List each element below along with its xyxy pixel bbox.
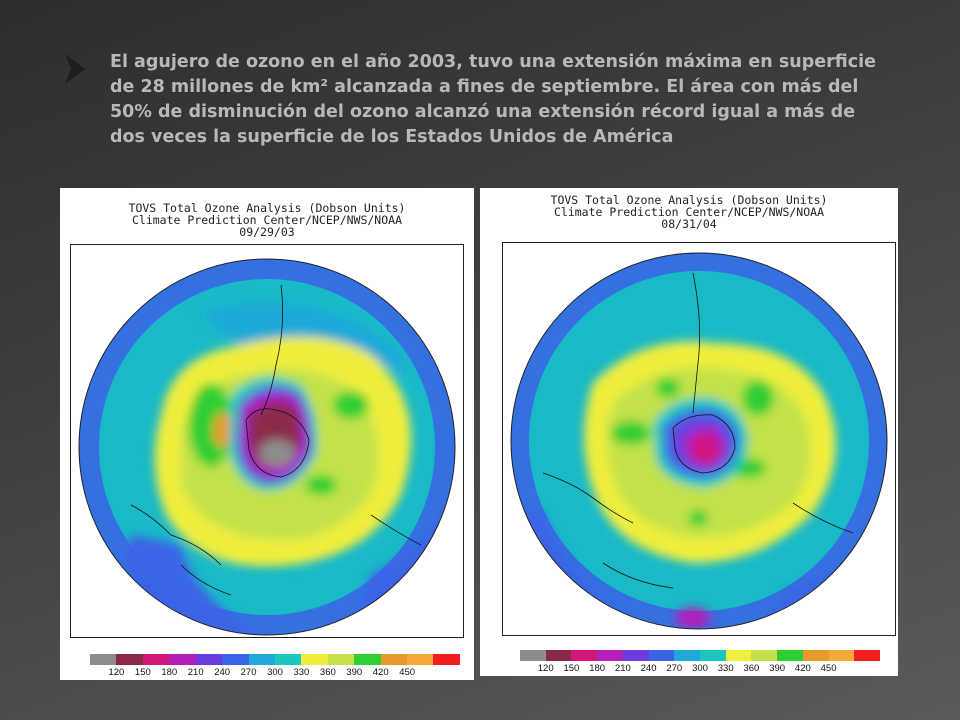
ozone-map-2004: TOVS Total Ozone Analysis (Dobson Units)…	[480, 188, 898, 676]
colorbar-swatches	[520, 650, 881, 661]
map-title: TOVS Total Ozone Analysis (Dobson Units)	[550, 193, 828, 207]
colorbar-swatch	[354, 654, 381, 665]
colorbar-tick-label: 150	[563, 663, 580, 674]
coastline-lines	[542, 272, 854, 589]
colorbar-tick-label: 420	[794, 663, 811, 674]
colorbar-swatch	[725, 650, 752, 661]
map-title: TOVS Total Ozone Analysis (Dobson Units)	[128, 201, 406, 215]
colorbar-tick-label: 210	[187, 667, 204, 678]
colorbar-tick-label: 300	[692, 663, 708, 674]
colorbar-swatch	[777, 650, 803, 661]
map-date: 08/31/04	[661, 217, 717, 231]
colorbar-swatch	[248, 654, 275, 665]
colorbar-tick-label: 270	[666, 663, 683, 674]
colorbar-tick-label: 240	[214, 667, 231, 678]
colorbar-tick-label: 420	[372, 667, 389, 678]
colorbar-ticks: 120 150 180 210 240 270 300 330 360 390 420 450	[90, 665, 460, 678]
colorbar-swatch	[520, 650, 546, 661]
colorbar-swatch	[407, 654, 434, 665]
map-date: 09/29/03	[239, 225, 295, 239]
colorbar-swatch	[380, 654, 408, 665]
colorbar-tick-label: 180	[161, 667, 178, 678]
colorbar-swatches	[90, 654, 460, 665]
colorbar-swatch	[116, 654, 143, 665]
colorbar-tick-label: 390	[346, 667, 363, 678]
ozone-map-2003: TOVS Total Ozone Analysis (Dobson Units)…	[60, 188, 474, 680]
colorbar-swatch	[169, 654, 196, 665]
colorbar-swatch	[571, 650, 598, 661]
colorbar-swatch	[301, 654, 328, 665]
colorbar-tick-label: 390	[769, 663, 786, 674]
colorbar-tick-label: 360	[743, 663, 760, 674]
map-header: TOVS Total Ozone Analysis (Dobson Units)…	[60, 202, 474, 238]
colorbar-tick-label: 180	[589, 663, 606, 674]
coastline-lines	[130, 284, 422, 596]
colorbar-swatch	[802, 650, 829, 661]
colorbar-tick-label: 240	[640, 663, 657, 674]
colorbar-tick-label: 210	[614, 663, 631, 674]
colorbar-tick-label: 330	[293, 667, 310, 678]
ozone-map-image-2003	[78, 258, 456, 636]
colorbar-swatch	[751, 650, 778, 661]
colorbar-tick-label: 450	[820, 663, 837, 674]
colorbar-swatch	[195, 654, 223, 665]
map-header: TOVS Total Ozone Analysis (Dobson Units)…	[480, 194, 898, 230]
colorbar-swatch	[274, 654, 302, 665]
map-plot	[70, 244, 464, 638]
chevron-right-icon	[65, 54, 85, 84]
colorbar-swatch	[700, 650, 726, 661]
colorbar-tick-label: 150	[134, 667, 151, 678]
colorbar: 120 150 180 210 240 270 300 330 360 390 420 450	[520, 650, 881, 674]
colorbar-swatch	[674, 650, 701, 661]
colorbar-tick-label: 300	[267, 667, 283, 678]
colorbar: 120 150 180 210 240 270 300 330 360 390 420 450	[90, 654, 460, 678]
colorbar-swatch	[854, 650, 881, 661]
colorbar-swatch	[90, 654, 117, 665]
ozone-map-image-2004	[510, 252, 888, 630]
colorbar-swatch	[222, 654, 249, 665]
colorbar-swatch	[433, 654, 460, 665]
colorbar-tick-label: 120	[108, 667, 125, 678]
colorbar-swatch	[597, 650, 623, 661]
colorbar-tick-label: 450	[399, 667, 416, 678]
map-source: Climate Prediction Center/NCEP/NWS/NOAA	[553, 205, 825, 219]
colorbar-ticks: 120 150 180 210 240 270 300 330 360 390 420 450	[520, 661, 880, 674]
colorbar-tick-label: 270	[240, 667, 257, 678]
slide-title: El agujero de ozono en el año 2003, tuvo…	[110, 52, 876, 147]
map-source: Climate Prediction Center/NCEP/NWS/NOAA	[131, 213, 403, 227]
colorbar-swatch	[622, 650, 649, 661]
colorbar-swatch	[648, 650, 675, 661]
colorbar-swatch	[142, 654, 170, 665]
colorbar-tick-label: 360	[319, 667, 336, 678]
colorbar-tick-label: 330	[717, 663, 734, 674]
colorbar-tick-label: 120	[537, 663, 554, 674]
colorbar-swatch	[545, 650, 572, 661]
map-plot	[502, 242, 896, 636]
colorbar-swatch	[828, 650, 855, 661]
colorbar-swatch	[327, 654, 355, 665]
